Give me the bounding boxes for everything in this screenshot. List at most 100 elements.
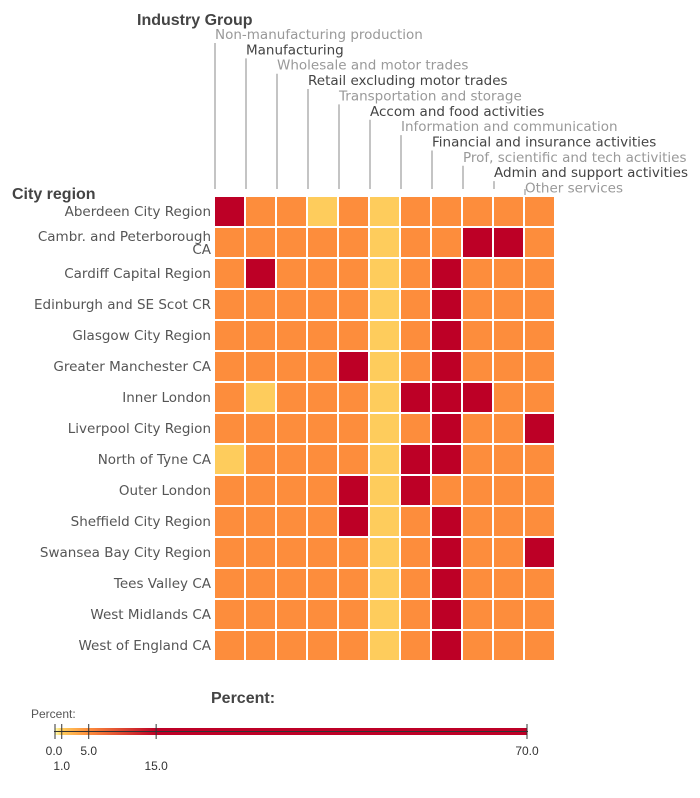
heatmap-cell [430, 505, 463, 538]
heatmap-cell [461, 381, 494, 414]
heatmap-cell [368, 381, 401, 414]
heatmap-cell [337, 629, 370, 662]
heatmap-cell [244, 536, 277, 569]
column-label: Prof, scientific and tech activities [463, 150, 687, 166]
heatmap-cell [461, 567, 494, 600]
heatmap-cell [306, 195, 339, 228]
heatmap-cell [368, 536, 401, 569]
heatmap-cell [275, 567, 308, 600]
heatmap-cell [275, 226, 308, 259]
column-label: Information and communication [401, 119, 618, 135]
heatmap-cell [430, 412, 463, 445]
heatmap-cell [337, 598, 370, 631]
heatmap-cell [213, 381, 246, 414]
heatmap-cell [244, 505, 277, 538]
heatmap-cell [461, 412, 494, 445]
heatmap-cell [244, 598, 277, 631]
row-label: Liverpool City Region [68, 421, 211, 437]
heatmap-cell [213, 536, 246, 569]
heatmap-cell [461, 474, 494, 507]
row-label: West of England CA [78, 638, 211, 654]
heatmap-cell [399, 474, 432, 507]
heatmap-cell [461, 505, 494, 538]
column-label: Retail excluding motor trades [308, 73, 508, 89]
legend-tick-label: 70.0 [515, 744, 539, 758]
heatmap-cell [492, 319, 525, 352]
heatmap-cell [461, 443, 494, 476]
heatmap-cell [368, 412, 401, 445]
heatmap-cell [275, 474, 308, 507]
heatmap-cell [492, 350, 525, 383]
heatmap-cell [337, 412, 370, 445]
row-labels: Aberdeen City Region Cambr. and Peterboro… [34, 204, 212, 654]
heatmap-cell [399, 567, 432, 600]
column-labels: Non-manufacturing productionManufacturin… [214, 27, 688, 197]
heatmap-cell [399, 443, 432, 476]
heatmap-cell [461, 288, 494, 321]
legend-tick-label: 0.0 [46, 744, 63, 758]
heatmap-cell [430, 443, 463, 476]
heatmap-cell [461, 350, 494, 383]
heatmap-cell [461, 598, 494, 631]
row-label: Glasgow City Region [72, 328, 211, 344]
heatmap-cell [275, 257, 308, 290]
row-label: Tees Valley CA [113, 576, 212, 592]
heatmap-cell [430, 350, 463, 383]
heatmap-cell [368, 226, 401, 259]
heatmap-cell [368, 319, 401, 352]
heatmap-cell [306, 412, 339, 445]
heatmap-cell [368, 443, 401, 476]
heatmap-cell [275, 412, 308, 445]
color-legend: Percent: Percent: 0.01.0 5.0 15.0 70.0 [31, 690, 539, 773]
column-label: Transportation and storage [338, 88, 522, 104]
row-label: Cambr. and Peterborough [38, 229, 211, 245]
heatmap-cell [275, 536, 308, 569]
heatmap-cell [430, 629, 463, 662]
row-label: Cardiff Capital Region [64, 266, 211, 282]
column-label: Wholesale and motor trades [277, 58, 468, 74]
column-label: Manufacturing [246, 42, 344, 58]
heatmap-cell [306, 257, 339, 290]
row-label: North of Tyne CA [98, 452, 212, 468]
heatmap-cell [213, 226, 246, 259]
row-label: Swansea Bay City Region [40, 545, 211, 561]
heatmap-cell [461, 257, 494, 290]
heatmap-cell [306, 474, 339, 507]
heatmap-cell [492, 195, 525, 228]
heatmap-cell [399, 412, 432, 445]
heatmap-cell [399, 195, 432, 228]
heatmap-cell [461, 629, 494, 662]
heatmap-cell [399, 257, 432, 290]
heatmap-cell [337, 257, 370, 290]
heatmap-cells [213, 195, 556, 662]
heatmap-cell [337, 350, 370, 383]
heatmap-cell [213, 567, 246, 600]
heatmap-cell [244, 381, 277, 414]
heatmap-cell [430, 474, 463, 507]
heatmap-cell [306, 567, 339, 600]
heatmap-cell [523, 505, 556, 538]
heatmap-cell [337, 319, 370, 352]
heatmap-cell [337, 195, 370, 228]
heatmap-cell [306, 288, 339, 321]
column-label: Accom and food activities [370, 104, 544, 120]
heatmap-cell [492, 381, 525, 414]
heatmap-cell [275, 195, 308, 228]
heatmap-cell [430, 226, 463, 259]
heatmap-cell [430, 381, 463, 414]
row-label: Sheffield City Region [71, 514, 211, 530]
heatmap-cell [368, 195, 401, 228]
heatmap-cell [368, 629, 401, 662]
heatmap-cell [213, 350, 246, 383]
legend-tick-label: 1.0 [53, 759, 70, 773]
heatmap-cell [213, 629, 246, 662]
column-label: Financial and insurance activities [432, 134, 656, 150]
heatmap-cell [523, 536, 556, 569]
heatmap-cell [461, 536, 494, 569]
heatmap-cell [492, 536, 525, 569]
heatmap-cell [399, 288, 432, 321]
heatmap-cell [492, 505, 525, 538]
heatmap-cell [523, 257, 556, 290]
heatmap-cell [306, 536, 339, 569]
heatmap-cell [275, 629, 308, 662]
